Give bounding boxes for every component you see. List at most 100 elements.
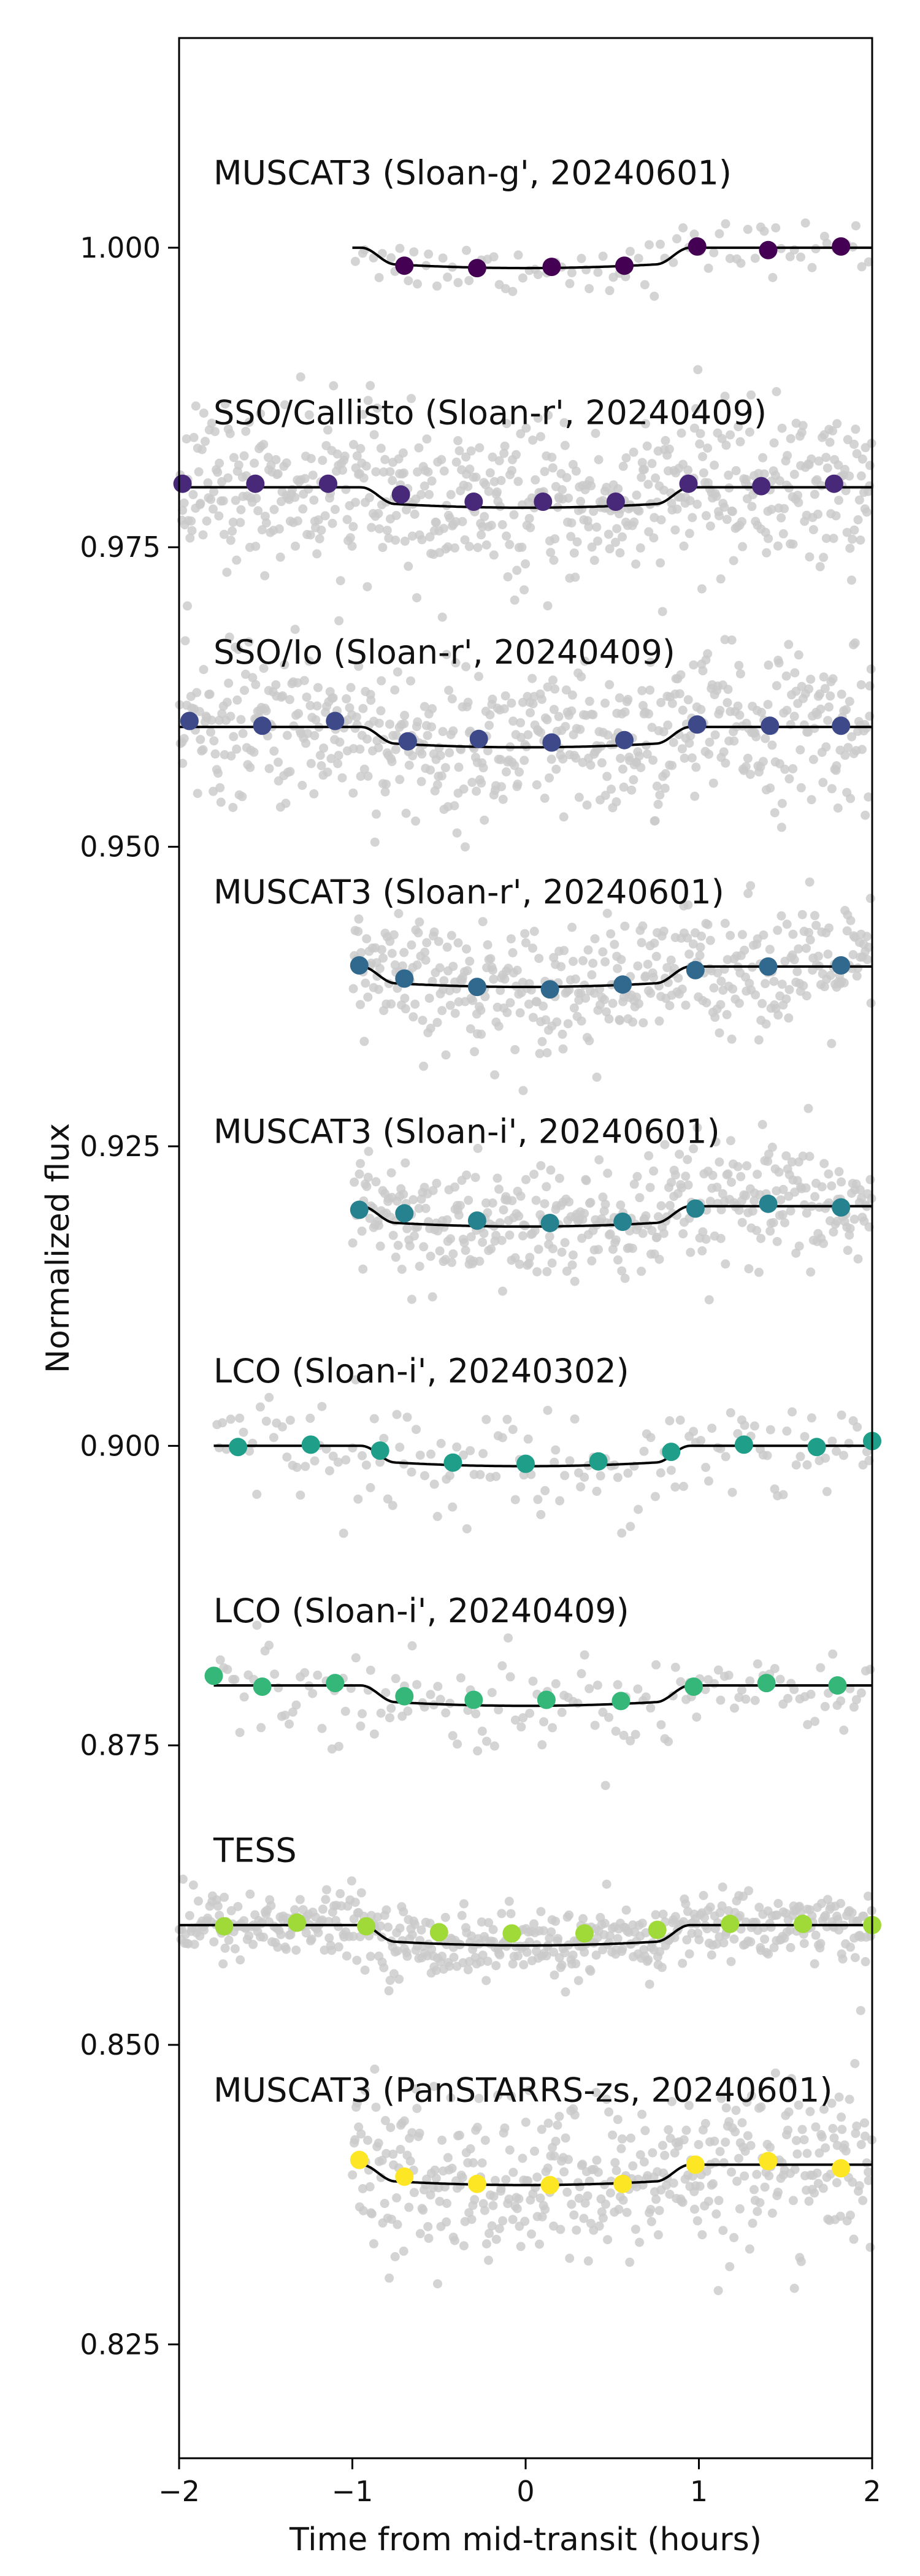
raw-point bbox=[335, 737, 345, 747]
raw-point bbox=[593, 536, 603, 546]
raw-point bbox=[723, 1169, 733, 1179]
raw-point bbox=[788, 764, 798, 773]
raw-point bbox=[761, 1019, 771, 1029]
raw-point bbox=[711, 2209, 721, 2219]
raw-point bbox=[230, 1944, 240, 1953]
raw-point bbox=[631, 2225, 640, 2234]
raw-point bbox=[605, 1931, 615, 1941]
raw-point bbox=[206, 494, 216, 504]
raw-point bbox=[516, 732, 526, 742]
raw-point bbox=[822, 1487, 832, 1497]
raw-point bbox=[540, 1485, 550, 1495]
model-line bbox=[213, 1444, 872, 1468]
binned-point bbox=[540, 980, 559, 999]
raw-point bbox=[834, 1167, 844, 1176]
raw-point bbox=[783, 451, 792, 461]
raw-point bbox=[427, 704, 437, 713]
raw-point bbox=[543, 2118, 553, 2128]
raw-point bbox=[497, 1661, 507, 1671]
raw-point bbox=[665, 1200, 675, 1210]
raw-point bbox=[625, 247, 635, 256]
raw-point bbox=[350, 256, 360, 266]
raw-point bbox=[546, 1165, 556, 1175]
series-label: MUSCAT3 (PanSTARRS-zs, 20240601) bbox=[213, 2071, 832, 2109]
raw-point bbox=[496, 2184, 506, 2194]
raw-point bbox=[442, 1215, 452, 1225]
raw-point bbox=[743, 753, 753, 763]
raw-point bbox=[290, 493, 300, 502]
x-tick-label: −2 bbox=[158, 2475, 200, 2508]
raw-point bbox=[812, 2168, 822, 2178]
raw-point bbox=[723, 698, 732, 708]
raw-point bbox=[379, 1433, 389, 1443]
raw-point bbox=[659, 1229, 669, 1238]
raw-point bbox=[864, 2175, 873, 2185]
raw-point bbox=[234, 645, 243, 654]
raw-point bbox=[598, 496, 608, 505]
raw-point bbox=[770, 808, 780, 818]
raw-point bbox=[413, 717, 423, 727]
raw-point bbox=[677, 428, 686, 438]
raw-point bbox=[264, 1641, 274, 1650]
raw-point bbox=[321, 1895, 331, 1904]
raw-point bbox=[542, 1267, 552, 1276]
raw-point bbox=[567, 922, 577, 932]
raw-point bbox=[404, 761, 414, 770]
raw-point bbox=[552, 1017, 562, 1027]
raw-point bbox=[580, 1209, 589, 1218]
raw-point bbox=[220, 1943, 230, 1953]
raw-point bbox=[699, 1891, 708, 1900]
raw-point bbox=[571, 466, 581, 476]
raw-point bbox=[534, 954, 544, 964]
binned-point bbox=[391, 485, 410, 504]
raw-point bbox=[769, 1942, 779, 1952]
raw-point bbox=[356, 772, 366, 781]
raw-point bbox=[443, 542, 453, 552]
raw-point bbox=[451, 658, 461, 668]
raw-point bbox=[459, 1450, 469, 1460]
raw-point bbox=[373, 1912, 383, 1922]
raw-point bbox=[453, 436, 463, 445]
raw-point bbox=[802, 991, 811, 1001]
raw-point bbox=[475, 1256, 485, 1266]
raw-point bbox=[797, 681, 807, 691]
raw-point bbox=[543, 410, 553, 420]
raw-point bbox=[550, 1970, 559, 1980]
raw-point bbox=[451, 517, 461, 527]
raw-point bbox=[848, 950, 858, 959]
raw-point bbox=[228, 526, 237, 536]
raw-point bbox=[678, 2198, 688, 2207]
raw-point bbox=[645, 685, 655, 695]
raw-point bbox=[648, 973, 658, 982]
raw-point bbox=[721, 758, 730, 768]
binned-point bbox=[180, 711, 199, 730]
raw-point bbox=[505, 2145, 515, 2155]
raw-point bbox=[533, 1495, 543, 1505]
raw-point bbox=[433, 2279, 442, 2289]
raw-point bbox=[755, 2198, 765, 2207]
raw-point bbox=[712, 1939, 721, 1949]
binned-point bbox=[464, 1690, 483, 1709]
raw-point bbox=[782, 919, 792, 929]
raw-point bbox=[426, 1690, 435, 1700]
raw-point bbox=[653, 2230, 663, 2240]
raw-point bbox=[312, 549, 322, 559]
raw-point bbox=[366, 1665, 375, 1675]
raw-point bbox=[799, 981, 808, 991]
raw-point bbox=[454, 446, 464, 456]
raw-point bbox=[651, 473, 661, 483]
raw-point bbox=[775, 476, 784, 486]
raw-point bbox=[648, 2148, 657, 2158]
raw-point bbox=[604, 1712, 614, 1722]
raw-point bbox=[495, 1950, 505, 1960]
raw-point bbox=[845, 471, 854, 481]
raw-point bbox=[330, 505, 340, 515]
raw-point bbox=[543, 1406, 553, 1415]
raw-point bbox=[821, 534, 831, 543]
raw-point bbox=[799, 2135, 809, 2145]
raw-point bbox=[811, 2122, 821, 2132]
raw-point bbox=[178, 1874, 188, 1884]
raw-point bbox=[358, 703, 368, 713]
raw-point bbox=[611, 1727, 621, 1736]
raw-point bbox=[827, 784, 837, 794]
